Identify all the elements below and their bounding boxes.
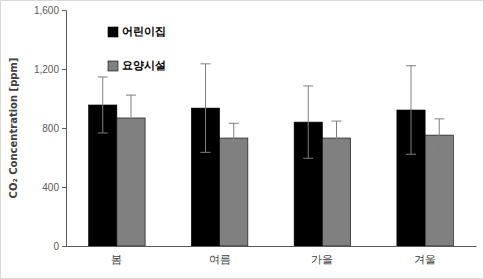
error-bar	[229, 123, 239, 153]
chart-frame	[1, 1, 484, 279]
chart: 0 400 800 1,200 1,600 봄 여름 가을 겨울 어린이집요양시설 CO₂ Conc…	[0, 0, 484, 279]
error-cap	[98, 76, 108, 77]
x-tick: 가을	[311, 253, 333, 265]
y-tick-label: 1,600	[34, 5, 59, 16]
error-bar	[332, 121, 342, 155]
y-tick-mark	[62, 187, 66, 188]
error-line	[411, 66, 412, 155]
error-line	[233, 123, 234, 153]
error-cap	[98, 133, 108, 134]
error-cap	[229, 123, 239, 124]
y-tick-label: 0	[53, 241, 59, 252]
error-line	[102, 77, 103, 133]
legend-swatch	[108, 27, 118, 37]
y-tick-label: 400	[42, 182, 59, 193]
legend-item: 요양시설	[108, 59, 166, 72]
error-bar	[98, 77, 108, 133]
error-line	[308, 86, 309, 158]
legend-label: 어린이집	[122, 25, 166, 38]
x-tick: 봄	[111, 253, 122, 265]
error-cap	[434, 118, 444, 119]
bar	[425, 135, 453, 246]
y-tick-mark	[62, 69, 66, 70]
error-bar	[303, 86, 313, 158]
y-axis-title: CO₂ Concentration [ppm]	[8, 58, 19, 199]
y-tick-mark	[62, 128, 66, 129]
y-tick: 1,600	[34, 5, 66, 16]
legend-label: 요양시설	[122, 59, 166, 72]
legend: 어린이집요양시설	[108, 25, 166, 72]
x-tick: 여름	[209, 253, 231, 265]
error-cap	[126, 95, 136, 96]
x-tick: 겨울	[414, 253, 436, 265]
error-cap	[126, 140, 136, 141]
error-cap	[200, 63, 210, 64]
x-axis-line	[67, 246, 477, 247]
error-bar	[434, 119, 444, 151]
x-tick-label: 여름	[209, 253, 231, 265]
y-tick: 400	[42, 182, 66, 193]
error-cap	[332, 121, 342, 122]
y-tick-mark	[62, 246, 66, 247]
error-line	[205, 64, 206, 152]
y-tick-label: 800	[42, 123, 59, 134]
error-cap	[406, 154, 416, 155]
bar	[220, 138, 248, 246]
error-cap	[200, 152, 210, 153]
error-cap	[303, 85, 313, 86]
x-tick-label: 봄	[111, 253, 122, 265]
error-cap	[229, 152, 239, 153]
error-line	[130, 95, 131, 141]
y-tick: 800	[42, 123, 66, 134]
y-axis-line	[62, 11, 67, 247]
error-cap	[406, 65, 416, 66]
y-tick: 0	[53, 241, 66, 252]
y-tick: 1,200	[34, 64, 66, 75]
legend-item: 어린이집	[108, 25, 166, 38]
error-cap	[332, 154, 342, 155]
error-bar	[126, 95, 136, 141]
plot: 0 400 800 1,200 1,600 봄 여름 가을 겨울 어린이집요양시설	[34, 5, 477, 266]
legend-swatch	[108, 61, 118, 71]
y-tick-label: 1,200	[34, 64, 59, 75]
error-line	[336, 121, 337, 155]
series	[89, 64, 426, 246]
y-axis: 0 400 800 1,200 1,600	[34, 5, 67, 252]
marks	[89, 64, 454, 246]
y-tick-mark	[62, 10, 66, 11]
error-line	[439, 119, 440, 151]
x-axis: 봄 여름 가을 겨울	[67, 247, 477, 266]
x-tick-label: 가을	[311, 253, 333, 265]
series	[117, 95, 454, 246]
error-cap	[303, 158, 313, 159]
error-bar	[406, 66, 416, 155]
x-tick-label: 겨울	[414, 253, 436, 265]
error-bar	[200, 64, 210, 152]
error-cap	[434, 151, 444, 152]
